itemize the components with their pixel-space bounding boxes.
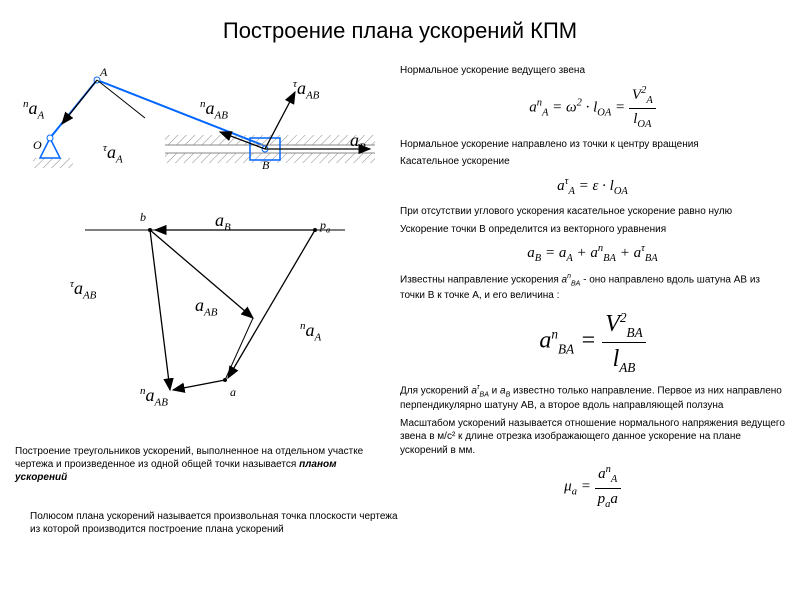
p5: Ускорение точки B определится из векторн… xyxy=(400,223,785,237)
p6: Известны направление ускорения anBA - он… xyxy=(400,272,785,302)
p1: Нормальное ускорение ведущего звена xyxy=(400,64,785,78)
pt-A: A xyxy=(100,65,107,80)
plan-label: aB xyxy=(215,210,231,234)
plan-label: a xyxy=(230,385,236,400)
accel-label: naA xyxy=(23,98,44,122)
page-title: Построение плана ускорений КПМ xyxy=(0,0,800,44)
formula-1: anA = ω2 · lOA = V2AlOA xyxy=(400,84,785,132)
plan-label: naAB xyxy=(140,385,168,409)
bottom-text-2: Полюсом плана ускорений называется произ… xyxy=(30,510,400,536)
plan-label: b xyxy=(140,210,146,225)
text-column: Нормальное ускорение ведущего звена anA … xyxy=(400,60,785,518)
diagram-area: A B O naA τaA naAB τaAB aB b pa a aB τaAB aAB naA n… xyxy=(15,60,395,435)
plan-label: naA xyxy=(300,320,321,344)
plan-label: aAB xyxy=(195,295,217,319)
formula-5: μa = anApaa xyxy=(400,463,785,511)
p8: Масштабом ускорений называется отношение… xyxy=(400,417,785,458)
accel-label: τaA xyxy=(103,142,123,166)
formula-3: aB = aA + anBA + aτBA xyxy=(400,242,785,266)
formula-2: aτA = ε · lOA xyxy=(400,175,785,199)
p4: При отсутствии углового ускорения касате… xyxy=(400,205,785,219)
plan-label: pa xyxy=(320,218,330,234)
pt-B: B xyxy=(262,158,269,173)
p2: Нормальное ускорение направлено из точки… xyxy=(400,138,785,152)
bottom-text-1: Построение треугольников ускорений, выпо… xyxy=(15,445,385,484)
p3: Касательное ускорение xyxy=(400,155,785,169)
accel-label: aB xyxy=(350,130,366,154)
accel-label: τaAB xyxy=(293,78,319,102)
formula-4: anBA = V2BAlAB xyxy=(400,308,785,376)
pt-O: O xyxy=(33,138,42,153)
plan-label: τaAB xyxy=(70,278,96,302)
accel-label: naAB xyxy=(200,98,228,122)
p7: Для ускорений aτBA и aB известно только … xyxy=(400,383,785,413)
